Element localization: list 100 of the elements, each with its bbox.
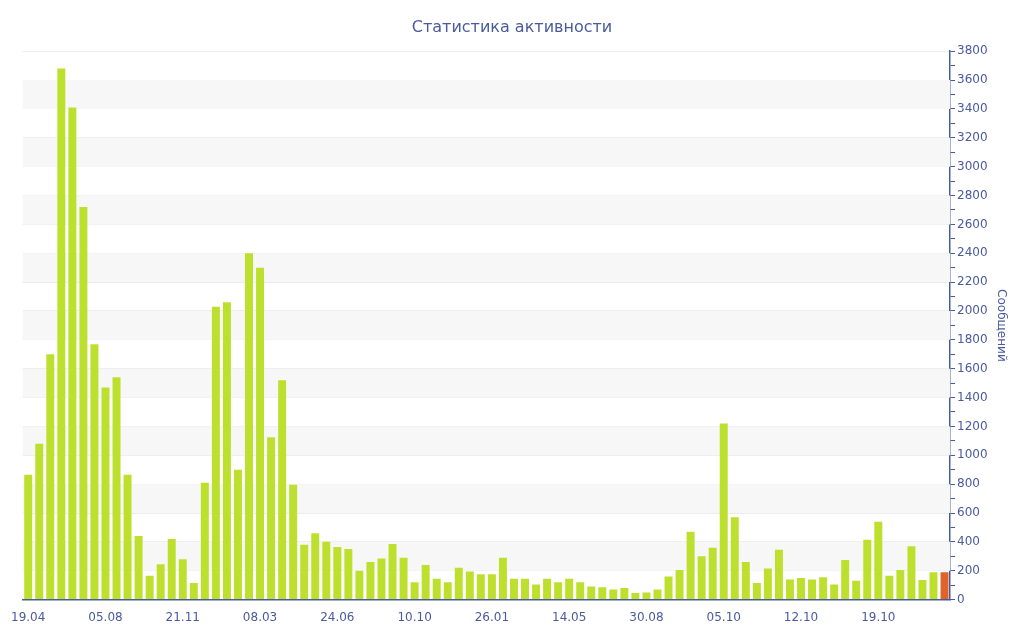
bar (410, 582, 419, 600)
bar (664, 576, 673, 600)
bar (145, 575, 154, 600)
bar (322, 541, 331, 600)
bar (896, 570, 905, 600)
bar (863, 539, 872, 600)
bar (631, 593, 640, 600)
y-tick-label: 3200 (957, 129, 988, 144)
bar (521, 578, 529, 600)
y-tick-label: 2600 (957, 216, 988, 231)
y-axis-title: Сообщений (994, 289, 1009, 362)
bar (46, 354, 55, 600)
bar (311, 533, 320, 600)
y-tick-label: 2400 (957, 245, 988, 260)
y-tick-label: 800 (957, 476, 980, 491)
bar (355, 570, 364, 600)
bar (620, 588, 629, 600)
y-tick-label: 0 (957, 591, 965, 606)
y-tick-label: 1400 (957, 389, 988, 404)
bar (289, 484, 298, 600)
bar (366, 562, 375, 600)
x-tick-label: 08.03 (242, 609, 278, 624)
bar (134, 536, 143, 600)
y-tick-label: 2000 (957, 303, 988, 318)
bar (465, 571, 474, 600)
chart-title: Статистика активности (411, 16, 613, 36)
x-tick-label: 10.10 (397, 609, 432, 624)
bar (90, 344, 99, 600)
bar (752, 583, 761, 600)
y-tick-label: 3000 (957, 158, 988, 173)
bar (476, 574, 485, 600)
bar (830, 584, 839, 600)
bar (300, 544, 309, 600)
y-tick-label: 1000 (957, 447, 988, 462)
bar (785, 579, 794, 600)
bar (808, 579, 817, 600)
bar (730, 517, 739, 600)
bar (587, 586, 596, 600)
y-tick-label: 600 (957, 505, 980, 520)
bar (443, 582, 452, 600)
bar (642, 592, 651, 600)
y-tick-label: 1800 (957, 331, 988, 346)
y-tick-label: 3400 (957, 101, 988, 116)
bar (719, 423, 728, 600)
bar (797, 577, 806, 600)
bar (697, 556, 706, 600)
bar (200, 482, 209, 600)
bar (233, 469, 242, 600)
bar (454, 567, 463, 600)
bar (35, 443, 44, 600)
bar (278, 380, 287, 600)
bar (156, 564, 165, 600)
bar (509, 578, 518, 600)
x-tick-label: 05.08 (88, 609, 123, 624)
y-tick-label: 2200 (957, 274, 988, 289)
bar (167, 538, 176, 600)
bar (708, 547, 717, 600)
bar (653, 589, 662, 600)
x-tick-label: 19.10 (861, 609, 896, 624)
bar (874, 521, 883, 600)
x-tick-label: 19.04 (11, 609, 46, 624)
bar (487, 574, 496, 600)
bar (940, 572, 949, 600)
bar (598, 587, 607, 600)
bar (565, 578, 574, 600)
bar (211, 306, 220, 600)
bar (112, 377, 121, 600)
y-tick-label: 400 (957, 534, 980, 548)
bar (178, 559, 187, 600)
bar (79, 207, 88, 600)
bar (189, 583, 198, 600)
bar (918, 580, 927, 600)
x-tick-label: 12.10 (783, 609, 819, 624)
bar (763, 568, 772, 600)
bar (841, 559, 850, 600)
bar (819, 577, 828, 600)
x-tick-label: 24.06 (320, 609, 355, 624)
bar (245, 253, 253, 600)
bar (432, 578, 441, 600)
bar (388, 544, 397, 600)
bar (256, 267, 265, 600)
bar (774, 549, 783, 600)
bar (123, 474, 132, 600)
x-tick-label: 14.05 (551, 609, 587, 624)
bar (267, 437, 276, 600)
y-tick-label: 3800 (957, 43, 988, 58)
x-tick-label: 21.11 (165, 609, 200, 624)
y-tick-label: 200 (957, 562, 980, 577)
bar (907, 546, 916, 600)
bar (344, 549, 353, 600)
y-tick-label: 2800 (957, 187, 988, 202)
bar (399, 557, 408, 600)
y-tick-label: 1600 (957, 360, 988, 375)
bar (576, 582, 585, 600)
bar (57, 68, 66, 600)
bar (222, 302, 231, 600)
bar (686, 531, 695, 600)
bar (675, 570, 684, 600)
x-tick-label: 30.08 (629, 609, 664, 624)
x-tick-label: 05.10 (706, 609, 741, 624)
